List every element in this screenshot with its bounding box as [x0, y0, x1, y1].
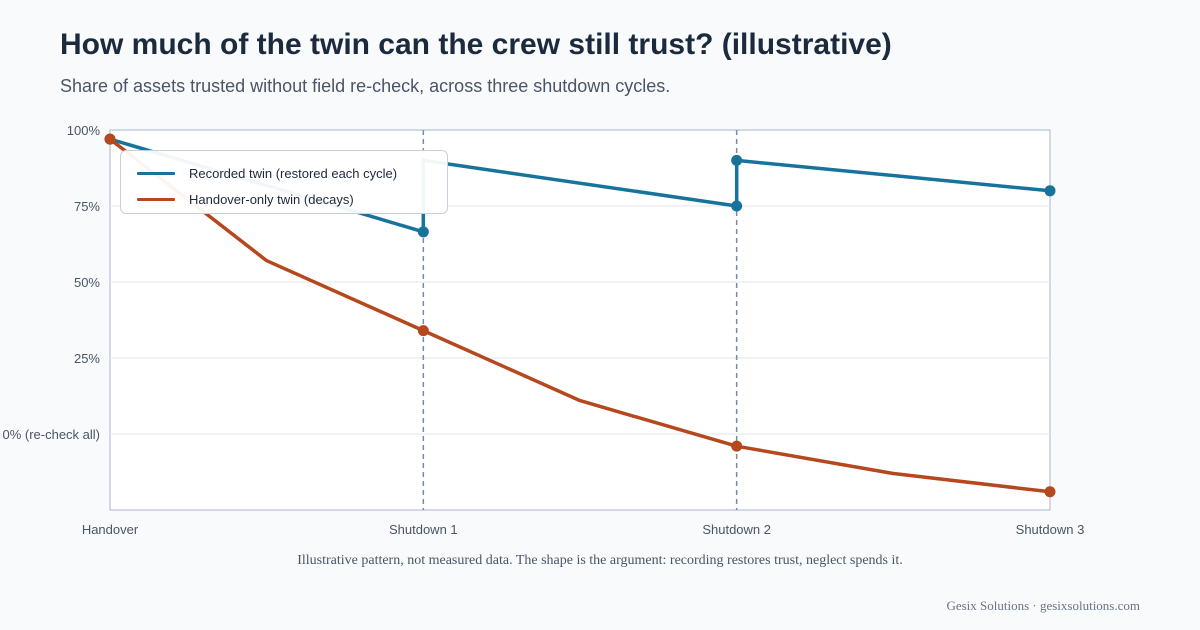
legend-label-recorded: Recorded twin (restored each cycle) — [189, 165, 398, 181]
y-tick-label-2: 50% — [74, 275, 100, 290]
chart-caption: Illustrative pattern, not measured data.… — [297, 553, 903, 568]
chart-legend: Recorded twin (restored each cycle) Hand… — [120, 150, 448, 214]
x-tick-label-1: Shutdown 1 — [389, 522, 458, 537]
legend-swatch-handover — [137, 197, 175, 201]
data-point-0-4 — [731, 154, 743, 166]
chart-title: How much of the twin can the crew still … — [60, 28, 892, 61]
y-tick-label-3: 25% — [74, 351, 100, 366]
data-point-1-0 — [104, 133, 116, 145]
data-point-1-4 — [731, 440, 743, 452]
data-point-0-5 — [1044, 185, 1056, 197]
chart-subtitle: Share of assets trusted without field re… — [60, 76, 671, 96]
x-tick-label-3: Shutdown 3 — [1016, 522, 1085, 537]
y-tick-label-1: 75% — [74, 199, 100, 214]
y-tick-label-0: 100% — [67, 123, 101, 138]
series-line-0 — [108, 137, 1052, 234]
data-point-1-2 — [417, 325, 429, 337]
footer-credit: Gesix Solutions · gesixsolutions.com — [946, 598, 1140, 613]
x-tick-label-0: Handover — [82, 522, 139, 537]
legend-item-handover: Handover-only twin (decays) — [137, 189, 354, 209]
data-point-0-1 — [417, 226, 429, 238]
legend-item-recorded: Recorded twin (restored each cycle) — [137, 163, 397, 183]
x-tick-label-2: Shutdown 2 — [702, 522, 771, 537]
legend-swatch-recorded — [137, 171, 175, 175]
y-tick-label-4: 0% (re-check all) — [2, 427, 100, 442]
series-line-1 — [108, 137, 1052, 494]
data-point-0-3 — [731, 200, 743, 212]
legend-label-handover: Handover-only twin (decays) — [189, 191, 354, 207]
data-point-1-6 — [1044, 486, 1056, 498]
